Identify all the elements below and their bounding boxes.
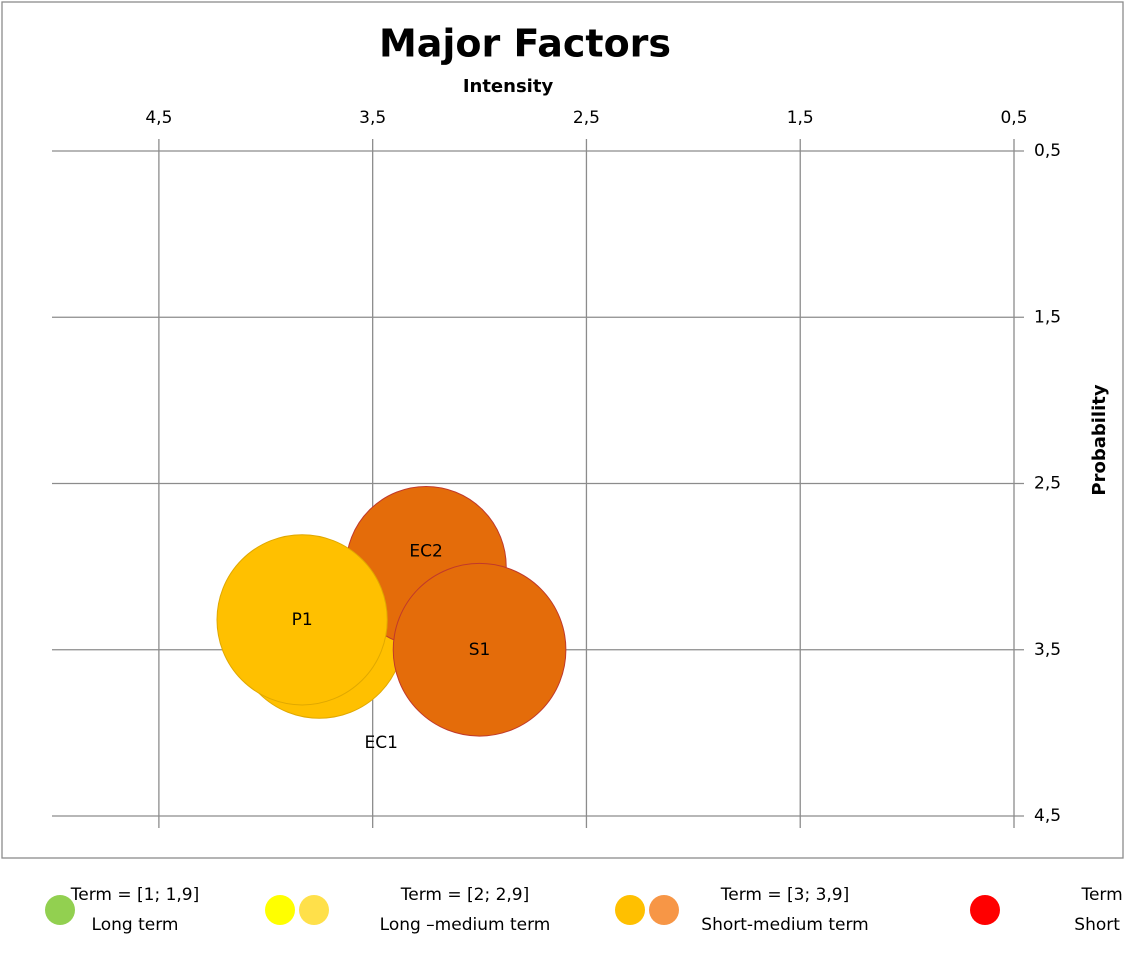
legend-term: Term = 4 xyxy=(1080,885,1125,905)
x-tick-label: 4,5 xyxy=(145,108,172,128)
chart-title: Major Factors xyxy=(379,22,671,66)
legend-description: Short term xyxy=(1074,915,1125,935)
x-tick-label: 2,5 xyxy=(573,108,600,128)
legend-description: Long term xyxy=(92,915,179,935)
legend-swatch xyxy=(45,895,75,925)
bubble-label: P1 xyxy=(292,610,313,630)
legend-swatch xyxy=(615,895,645,925)
bubble xyxy=(392,562,567,737)
x-tick-label: 1,5 xyxy=(787,108,814,128)
legend-swatch xyxy=(970,895,1000,925)
bubble-label: EC2 xyxy=(409,542,442,562)
x-tick-label: 3,5 xyxy=(359,108,386,128)
legend-swatch xyxy=(649,895,679,925)
y-tick-label: 1,5 xyxy=(1034,307,1061,327)
legend-description: Long –medium term xyxy=(380,915,551,935)
legend-swatch xyxy=(299,895,329,925)
bubble xyxy=(216,534,388,706)
legend-term: Term = [2; 2,9] xyxy=(400,885,530,905)
legend-description: Short-medium term xyxy=(701,915,868,935)
y-tick-label: 4,5 xyxy=(1034,806,1061,826)
x-axis-title: Intensity xyxy=(463,76,554,97)
y-tick-label: 0,5 xyxy=(1034,141,1061,161)
bubble-label: S1 xyxy=(469,640,491,660)
y-tick-label: 3,5 xyxy=(1034,640,1061,660)
y-tick-label: 2,5 xyxy=(1034,474,1061,494)
x-tick-label: 0,5 xyxy=(1000,108,1027,128)
y-axis-title: Probability xyxy=(1089,384,1110,495)
legend-swatch xyxy=(265,895,295,925)
legend-term: Term = [1; 1,9] xyxy=(70,885,200,905)
chart-frame xyxy=(1,1,1124,859)
legend-term: Term = [3; 3,9] xyxy=(720,885,850,905)
bubble-label: EC1 xyxy=(365,733,398,753)
